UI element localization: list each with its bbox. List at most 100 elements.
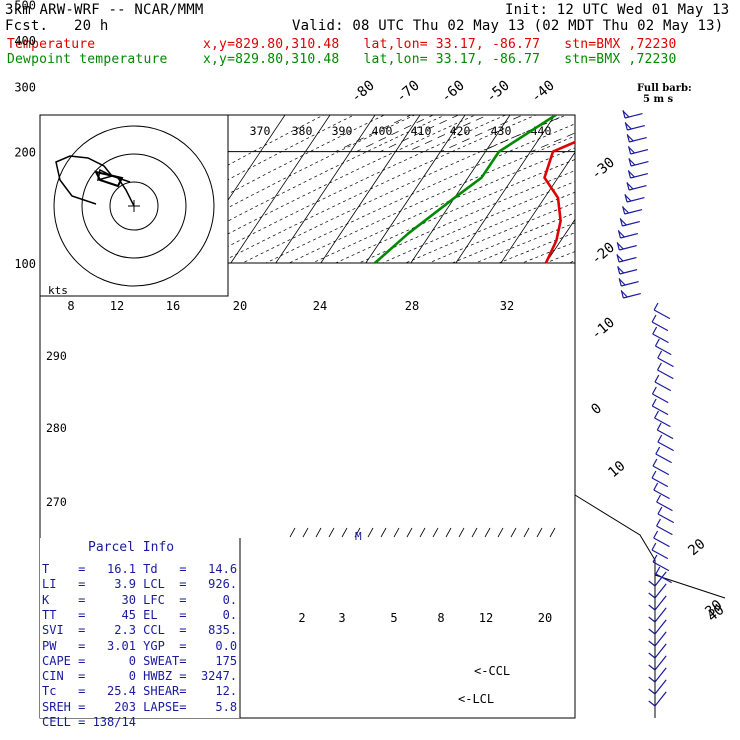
isotherm-line bbox=[500, 151, 575, 264]
parcel-info-row: PW = 3.01 YGP = 0.0 bbox=[42, 638, 238, 653]
isotherm-line bbox=[365, 115, 466, 264]
wind-barb bbox=[657, 441, 674, 452]
wind-barb bbox=[655, 573, 672, 584]
wind-barb bbox=[651, 542, 657, 551]
barb-tick bbox=[341, 527, 348, 538]
isotherm-label-top: -60 bbox=[438, 78, 468, 107]
isotherm-label-right: 10 bbox=[605, 458, 628, 481]
dry-adiabat-line bbox=[592, 0, 740, 263]
hodograph-ring-label: 16 bbox=[166, 299, 180, 313]
parcel-info-row: SVI = 2.3 CCL = 835. bbox=[42, 623, 238, 638]
wind-barb bbox=[657, 434, 663, 443]
barb-tick bbox=[497, 527, 504, 538]
fcst-value: 20 h bbox=[74, 18, 109, 34]
wind-barb bbox=[628, 184, 647, 191]
wind-barb bbox=[648, 604, 656, 611]
wind-barb bbox=[653, 530, 659, 539]
isotherm-line bbox=[636, 0, 740, 263]
wind-barb bbox=[654, 595, 667, 611]
wind-barb bbox=[628, 158, 636, 166]
wind-barb bbox=[654, 655, 667, 671]
isotherm-label-right: 20 bbox=[685, 536, 708, 559]
hodograph-ring-label: 24 bbox=[313, 299, 327, 313]
hodograph-ring bbox=[53, 125, 215, 287]
moist-adiabat-line bbox=[380, 115, 460, 152]
barb-tick bbox=[315, 527, 322, 538]
barb-tick bbox=[549, 527, 556, 538]
full-barb-label: Full barb: bbox=[637, 83, 692, 94]
wind-barb bbox=[656, 501, 673, 512]
wind-barb bbox=[654, 338, 660, 347]
barb-tick bbox=[419, 527, 426, 538]
wind-barb bbox=[630, 160, 649, 167]
wind-barb bbox=[648, 640, 656, 647]
barb-tick bbox=[536, 527, 543, 538]
isotherm-line bbox=[230, 115, 331, 264]
wind-barb bbox=[657, 429, 674, 440]
pressure-tick-label: 100 bbox=[14, 257, 36, 271]
isotherm-line bbox=[726, 0, 740, 263]
wind-barb bbox=[652, 554, 658, 563]
parcel-info-box bbox=[40, 538, 240, 718]
dry-adiabat-line bbox=[125, 115, 416, 264]
pressure-tick-label: 400 bbox=[14, 34, 36, 48]
wind-barb bbox=[651, 321, 669, 332]
mixing-ratio-label: 8 bbox=[437, 611, 444, 625]
wind-barb bbox=[654, 631, 667, 647]
valid-time: Valid: 08 UTC Thu 02 May 13 (02 MDT Thu … bbox=[292, 18, 724, 34]
pressure-tick-label: 500 bbox=[14, 0, 36, 12]
right-boundary bbox=[574, 494, 726, 599]
wind-barb bbox=[619, 218, 627, 226]
pressure-tick-label: 200 bbox=[14, 146, 36, 160]
wind-barb bbox=[656, 422, 662, 431]
ccl-marker: <-CCL bbox=[474, 664, 510, 678]
dewpoint-profile bbox=[374, 115, 559, 264]
wind-barb bbox=[655, 446, 661, 455]
wind-barb bbox=[653, 309, 671, 320]
wind-barb bbox=[653, 482, 659, 491]
wind-barb bbox=[624, 122, 632, 130]
dry-adiabat-line bbox=[289, 135, 575, 264]
parcel-info-row: CAPE = 0 SWEAT= 175 bbox=[42, 653, 238, 668]
pressure-tick-label: 300 bbox=[14, 80, 36, 94]
mixing-ratio-label: 3 bbox=[338, 611, 345, 625]
hodograph-ring-label: 20 bbox=[233, 299, 247, 313]
wind-barb bbox=[623, 292, 641, 299]
barb-tick bbox=[354, 527, 361, 538]
wind-barb bbox=[651, 470, 657, 479]
isotherm-label-right: -30 bbox=[588, 155, 618, 184]
wind-barb bbox=[653, 537, 670, 548]
wind-barb bbox=[657, 350, 663, 359]
temperature-legend-label: Temperature bbox=[7, 37, 96, 52]
barb-tick bbox=[484, 527, 491, 538]
dewpoint-location: x,y=829.80,310.48 lat,lon= 33.17, -86.77… bbox=[203, 52, 677, 67]
wind-barb bbox=[618, 256, 637, 263]
barb-tick bbox=[458, 527, 465, 538]
wind-barb bbox=[622, 110, 630, 118]
wind-barb bbox=[655, 345, 672, 356]
dry-adiabat-line bbox=[195, 115, 507, 264]
wind-barb bbox=[655, 566, 661, 575]
wind-barb bbox=[657, 369, 674, 380]
isotherm-label-top: -70 bbox=[393, 78, 423, 107]
dewpoint-legend-label: Dewpoint temperature bbox=[7, 52, 168, 67]
barb-tick bbox=[380, 527, 387, 538]
theta-label: 410 bbox=[411, 124, 432, 138]
wind-barb bbox=[648, 676, 656, 683]
wind-barb bbox=[628, 146, 636, 154]
moist-adiabat-line bbox=[480, 115, 567, 152]
wind-barb bbox=[652, 333, 669, 344]
isotherm-line bbox=[320, 115, 421, 264]
wind-barb bbox=[654, 691, 667, 707]
theta-label: 420 bbox=[450, 124, 471, 138]
wind-barb bbox=[651, 549, 669, 560]
barb-tick bbox=[471, 527, 478, 538]
barb-tick bbox=[510, 527, 517, 538]
moist-adiabat-line bbox=[731, 0, 740, 152]
wind-barb bbox=[648, 592, 656, 599]
theta-label: 390 bbox=[332, 124, 353, 138]
temperature-location: x,y=829.80,310.48 lat,lon= 33.17, -86.77… bbox=[203, 37, 677, 52]
fcst-label: Fcst. bbox=[5, 18, 49, 34]
barb-tick bbox=[523, 527, 530, 538]
